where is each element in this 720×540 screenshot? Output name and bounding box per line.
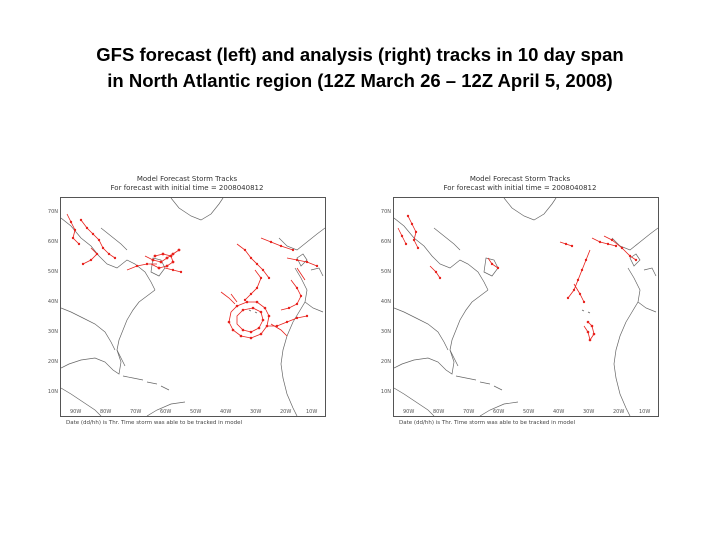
lat-label: 70N — [47, 209, 58, 215]
lon-label: 90W — [403, 409, 415, 415]
latitude-labels: 70N 60N 50N 40N 30N 20N 10N — [42, 197, 60, 417]
lat-label: 30N — [47, 329, 58, 335]
lon-label: 10W — [639, 409, 651, 415]
map-header-title: Model Forecast Storm Tracks — [136, 175, 238, 183]
latitude-labels: 70N 60N 50N 40N 30N 20N 10N — [375, 197, 393, 417]
longitude-labels: 90W 80W 70W 60W 50W 40W 30W 20W 10W — [393, 409, 659, 417]
lat-label: 50N — [380, 269, 391, 275]
analysis-track-points — [400, 214, 638, 342]
lon-label: 30W — [583, 409, 595, 415]
map-footer: Date (dd/hh) is Thr. Time storm was able… — [66, 420, 243, 426]
lon-label: 20W — [613, 409, 625, 415]
lat-label: 20N — [47, 359, 58, 365]
map-area: 70N 60N 50N 40N 30N 20N 10N — [375, 197, 665, 428]
lon-label: 40W — [220, 409, 232, 415]
lat-label: 60N — [380, 239, 391, 245]
lon-label: 70W — [463, 409, 475, 415]
lat-label: 60N — [47, 239, 58, 245]
analysis-tracks — [397, 215, 637, 341]
map-svg — [61, 198, 325, 416]
lat-label: 20N — [380, 359, 391, 365]
coastlines — [61, 198, 325, 416]
lon-label: 40W — [553, 409, 565, 415]
lat-label: 40N — [380, 299, 391, 305]
forecast-track-map: Model Forecast Storm Tracks For forecast… — [42, 175, 332, 428]
lon-label: 90W — [70, 409, 82, 415]
lat-label: 10N — [47, 389, 58, 395]
lon-label: 50W — [523, 409, 535, 415]
lat-label: 30N — [380, 329, 391, 335]
slide-title: GFS forecast (left) and analysis (right)… — [20, 42, 700, 94]
lon-label: 80W — [433, 409, 445, 415]
title-line-1: GFS forecast (left) and analysis (right)… — [96, 44, 624, 65]
map-header: Model Forecast Storm Tracks For forecast… — [375, 175, 665, 193]
map-header-initial-time: For forecast with initial time = 2008040… — [110, 184, 264, 192]
map-area: 70N 60N 50N 40N 30N 20N 10N — [42, 197, 332, 428]
map-svg — [394, 198, 658, 416]
lon-label: 60W — [160, 409, 172, 415]
map-footer: Date (dd/hh) is Thr. Time storm was able… — [399, 420, 576, 426]
lon-label: 60W — [493, 409, 505, 415]
map-frame — [60, 197, 326, 417]
lat-label: 70N — [380, 209, 391, 215]
lat-label: 10N — [380, 389, 391, 395]
forecast-track-points — [69, 218, 319, 340]
title-line-2: in North Atlantic region (12Z March 26 –… — [107, 70, 613, 91]
lon-label: 20W — [280, 409, 292, 415]
lon-label: 10W — [306, 409, 318, 415]
lat-label: 50N — [47, 269, 58, 275]
map-header-title: Model Forecast Storm Tracks — [469, 175, 571, 183]
lat-label: 40N — [47, 299, 58, 305]
forecast-tracks — [66, 213, 318, 339]
lon-label: 50W — [190, 409, 202, 415]
lon-label: 30W — [250, 409, 262, 415]
lon-label: 70W — [130, 409, 142, 415]
lon-label: 80W — [100, 409, 112, 415]
map-header-initial-time: For forecast with initial time = 2008040… — [443, 184, 597, 192]
longitude-labels: 90W 80W 70W 60W 50W 40W 30W 20W 10W — [60, 409, 326, 417]
coastlines — [394, 198, 658, 416]
map-frame — [393, 197, 659, 417]
map-header: Model Forecast Storm Tracks For forecast… — [42, 175, 332, 193]
analysis-track-map: Model Forecast Storm Tracks For forecast… — [375, 175, 665, 428]
